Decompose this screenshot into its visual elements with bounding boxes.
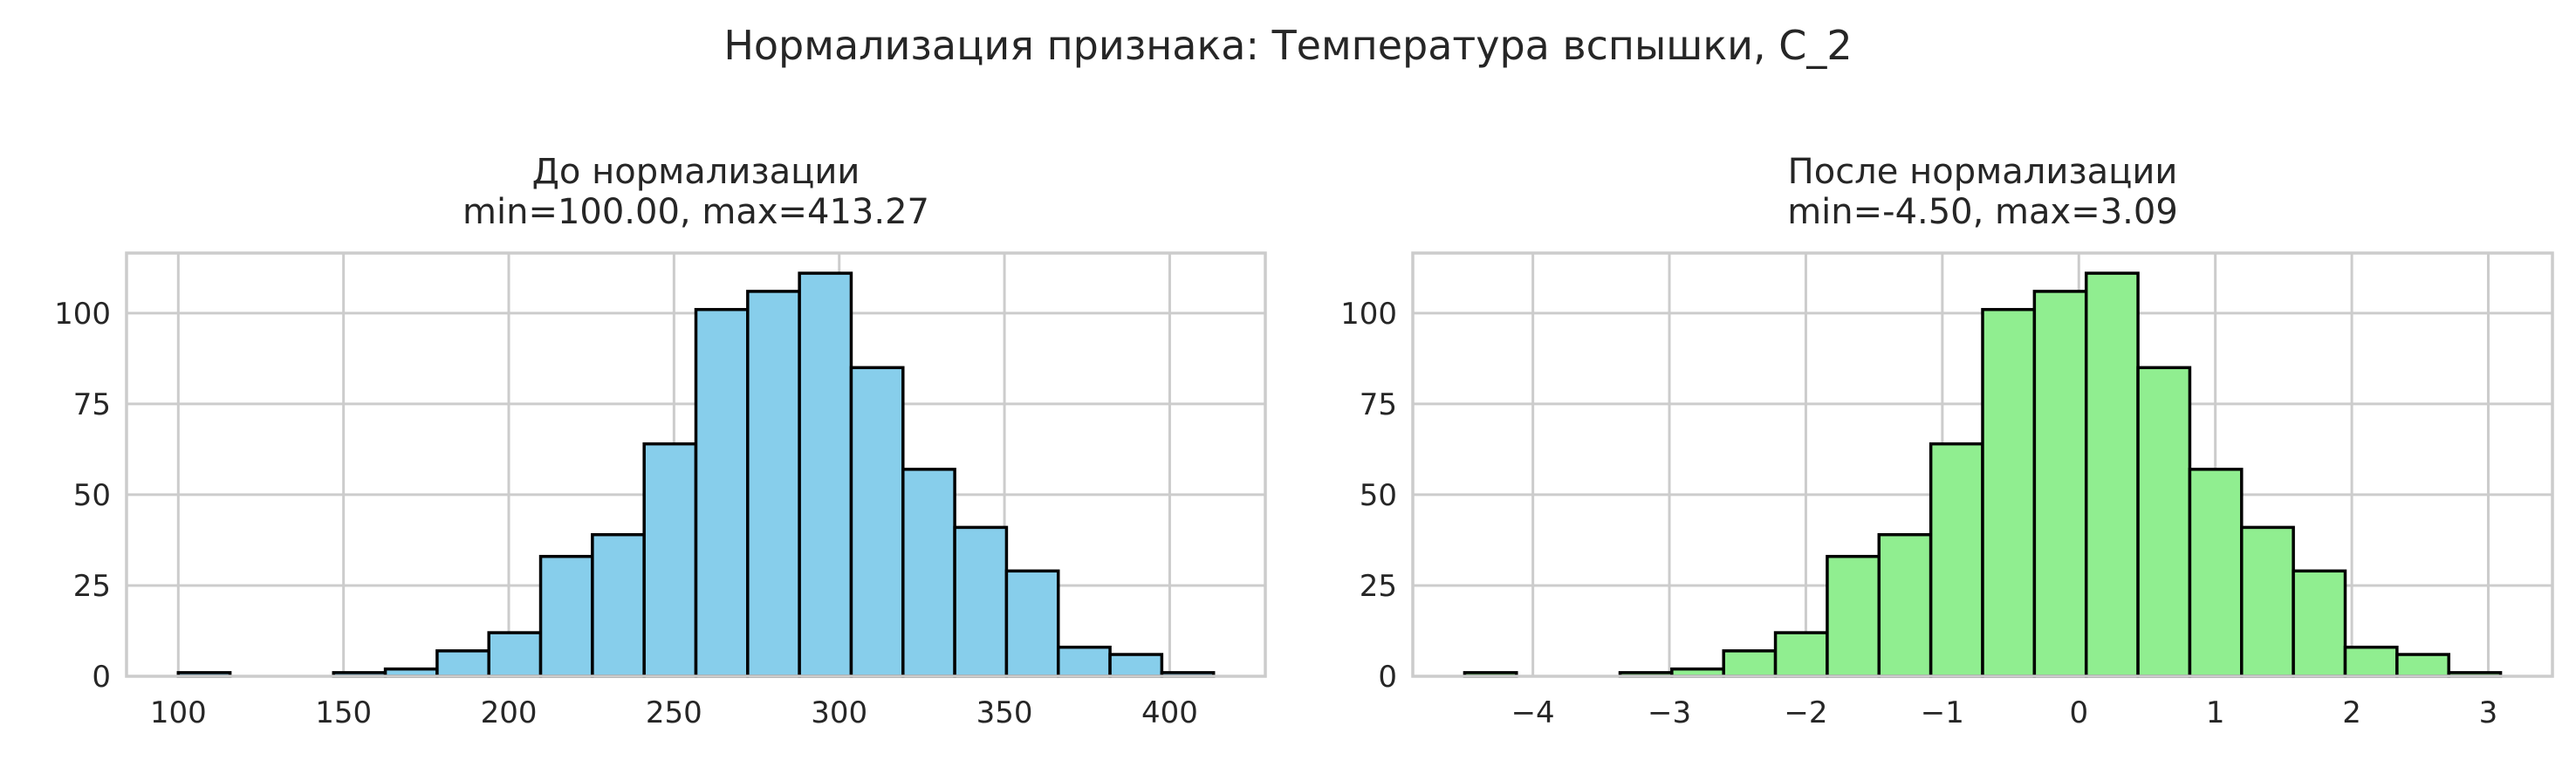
x-tick-label: 3 bbox=[2479, 695, 2498, 730]
x-tick-label: 350 bbox=[976, 695, 1033, 730]
x-tick-label: 400 bbox=[1141, 695, 1198, 730]
x-tick-label: −4 bbox=[1511, 695, 1555, 730]
x-tick-label: 100 bbox=[150, 695, 207, 730]
panel-subtitle: min=-4.50, max=3.09 bbox=[1787, 192, 2178, 232]
histogram-bar bbox=[1108, 653, 1164, 678]
histogram-bar bbox=[2032, 290, 2088, 678]
y-tick-label: 75 bbox=[73, 387, 111, 422]
x-tick-label: 200 bbox=[481, 695, 538, 730]
y-tick-label: 100 bbox=[1340, 297, 1397, 332]
histogram-bar bbox=[538, 554, 594, 678]
histogram-bar bbox=[642, 442, 698, 678]
histogram-bar bbox=[694, 307, 750, 678]
x-tick-label: 1 bbox=[2206, 695, 2225, 730]
y-tick-label: 50 bbox=[73, 478, 111, 513]
histogram-after-normalization: −4 −3 −2 −1 0 1 2 3 0 25 50 75 100 После нормализации… bbox=[1340, 152, 2554, 730]
panel-subtitle: min=100.00, max=413.27 bbox=[462, 192, 929, 232]
histogram-bar bbox=[849, 366, 905, 678]
y-tick-label: 100 bbox=[54, 297, 111, 332]
histogram-bar bbox=[2395, 653, 2450, 678]
panel-title: До нормализации bbox=[532, 152, 860, 192]
y-tick-label: 25 bbox=[73, 569, 111, 604]
histogram-bar bbox=[1877, 532, 1933, 678]
histogram-bar bbox=[901, 468, 956, 678]
histogram-bar bbox=[1004, 569, 1060, 678]
figure-suptitle: Нормализация признака: Температура вспыш… bbox=[723, 22, 1852, 69]
histogram-bar bbox=[591, 532, 646, 678]
axes-frame bbox=[125, 251, 1267, 678]
y-tick-label: 0 bbox=[92, 660, 111, 695]
histogram-bar bbox=[746, 290, 801, 678]
x-tick-label: 250 bbox=[646, 695, 702, 730]
x-tick-label: −1 bbox=[1921, 695, 1964, 730]
histogram-before-normalization: 100 150 200 250 300 350 400 0 25 50 75 100 До нормал… bbox=[54, 152, 1267, 730]
x-tick-label: 0 bbox=[2069, 695, 2088, 730]
histogram-bar bbox=[487, 631, 543, 678]
x-tick-label: −3 bbox=[1648, 695, 1691, 730]
histogram-bar bbox=[435, 649, 490, 678]
axes-frame bbox=[1411, 251, 2554, 678]
histogram-bar bbox=[2343, 645, 2399, 678]
histogram-bar bbox=[2292, 569, 2347, 678]
histogram-bar bbox=[1773, 631, 1829, 678]
y-tick-label: 25 bbox=[1360, 569, 1397, 604]
x-tick-label: −2 bbox=[1784, 695, 1827, 730]
panel-title: После нормализации bbox=[1788, 152, 2178, 192]
histogram-bar bbox=[1929, 442, 1984, 678]
histogram-bar bbox=[1981, 307, 2037, 678]
histogram-bar bbox=[2240, 525, 2295, 678]
histogram-bar bbox=[1722, 649, 1778, 678]
histogram-bar bbox=[1056, 645, 1112, 678]
histogram-bar bbox=[953, 525, 1009, 678]
histogram-bar bbox=[2084, 271, 2140, 678]
y-tick-label: 75 bbox=[1360, 387, 1397, 422]
y-tick-label: 50 bbox=[1360, 478, 1397, 513]
histogram-bar bbox=[2136, 366, 2192, 678]
y-tick-label: 0 bbox=[1378, 660, 1397, 695]
histogram-bar bbox=[1826, 554, 1881, 678]
x-tick-label: 150 bbox=[315, 695, 372, 730]
x-tick-label: 300 bbox=[811, 695, 867, 730]
x-tick-label: 2 bbox=[2342, 695, 2361, 730]
histogram-bar bbox=[2188, 468, 2244, 678]
histogram-bar bbox=[798, 271, 853, 678]
